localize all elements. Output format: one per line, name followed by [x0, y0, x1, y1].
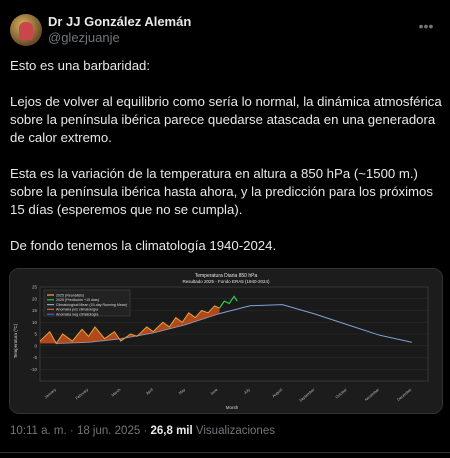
y-tick-label: -10	[30, 367, 37, 372]
x-tick-label: May	[178, 388, 186, 396]
x-tick-label: March	[111, 388, 122, 398]
more-options-icon[interactable]: •••	[418, 18, 434, 34]
avatar-figure	[19, 22, 33, 40]
divider	[0, 452, 450, 453]
anomaly-positive-fill	[40, 305, 220, 344]
y-tick-label: 20	[32, 296, 38, 301]
views-count: 26,8 mil	[150, 425, 193, 437]
x-tick-label: August	[272, 387, 284, 398]
legend-label: 2025 (Reanálisis)	[56, 293, 84, 297]
chart-title: Temperatura Diaria 850 hPa	[195, 273, 258, 279]
chart-xlabel: Month	[226, 405, 239, 410]
avatar[interactable]	[10, 14, 42, 46]
tweet-paragraph: Esta es la variación de la temperatura e…	[10, 166, 433, 217]
y-tick-label: 0	[34, 343, 37, 348]
views-label: Visualizaciones	[195, 425, 275, 437]
tweet-date[interactable]: 18 jun. 2025	[76, 425, 141, 437]
legend-box	[43, 289, 131, 317]
meta-separator: ·	[69, 425, 74, 437]
series-2025-forecast	[218, 295, 238, 309]
legend-label: Anomalía pos climatología	[56, 308, 98, 312]
y-tick-label: 25	[32, 285, 38, 290]
tweet-meta: 10:11 a. m. · 18 jun. 2025 · 26,8 mil Vi…	[10, 425, 275, 437]
author-handle[interactable]: @glezjuanje	[48, 30, 120, 45]
y-tick-label: -5	[33, 355, 37, 360]
temperature-chart: Temperatura Diaria 850 hPa Resultado 202…	[10, 269, 442, 413]
series-2025-observed	[39, 305, 220, 345]
tweet-header: Dr JJ González Alemán @glezjuanje •••	[10, 10, 440, 50]
climatology-mean-line	[56, 304, 412, 344]
meta-separator: ·	[143, 425, 148, 437]
x-tick-label: June	[210, 388, 219, 396]
tweet-paragraph: De fondo tenemos la climatología 1940-20…	[10, 238, 277, 253]
y-tick-label: 10	[32, 320, 38, 325]
tweet-text: Esto es una barbaridad: Lejos de volver …	[10, 57, 442, 273]
chart-subtitle: Resultado 2025 - Fondo ERA5 (1940-2024)	[182, 279, 270, 284]
x-tick-label: July	[243, 388, 251, 395]
y-tick-label: 15	[32, 308, 38, 313]
tweet-paragraph: Esto es una barbaridad:	[10, 58, 151, 73]
tweet-media-chart[interactable]: Temperatura Diaria 850 hPa Resultado 202…	[9, 268, 443, 414]
legend-label: Anomalía neg climatología	[56, 313, 98, 317]
chart-ylabel: Temperatura (ºC)	[13, 323, 18, 358]
chart-legend: 2025 (Reanálisis)2025 (Predicción +15 dí…	[43, 289, 131, 317]
author-display-name[interactable]: Dr JJ González Alemán	[48, 14, 192, 29]
legend-label: 2025 (Predicción +15 días)	[56, 298, 99, 302]
y-tick-label: 5	[34, 332, 37, 337]
x-tick-label: January	[44, 388, 57, 400]
legend-label: Climatological Mean (15-day Running Mean…	[56, 303, 127, 307]
x-tick-label: April	[145, 388, 154, 396]
author-block[interactable]: Dr JJ González Alemán @glezjuanje	[48, 14, 191, 46]
tweet-paragraph: Lejos de volver al equilibrio como sería…	[10, 94, 442, 145]
tweet-time[interactable]: 10:11 a. m.	[10, 425, 67, 437]
